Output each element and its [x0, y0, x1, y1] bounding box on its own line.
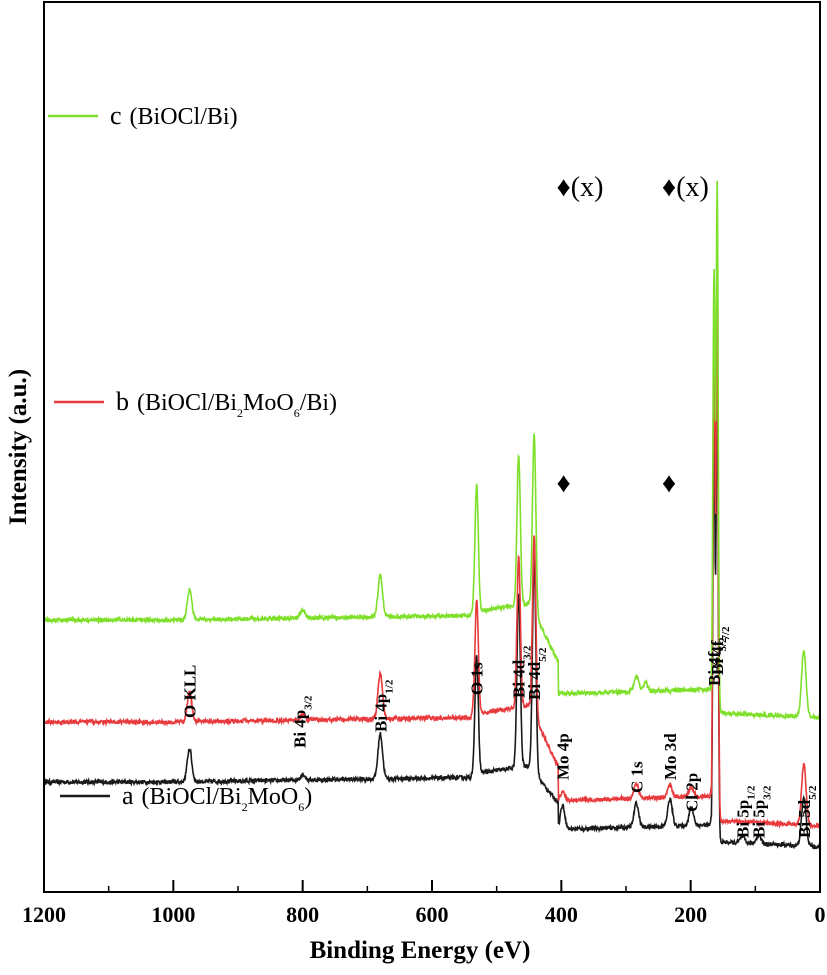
- x-tick-label: 1200: [22, 902, 66, 927]
- marker-text: (x): [571, 172, 604, 203]
- marker-b-0: ♦: [557, 468, 571, 499]
- legend-text-part: /Bi): [300, 390, 337, 416]
- peak-label-main: Bi 4d: [525, 661, 544, 700]
- x-axis-ticks: 1200 1000 800 600 400 200 0: [22, 880, 826, 927]
- legend-text-part: (BiOCl/Bi: [137, 390, 237, 416]
- peak-label-main: Cl 2p: [682, 773, 701, 812]
- legend-text-part: (BiOCl/Bi): [130, 104, 238, 130]
- peak-label-main: Bi 4p: [290, 710, 309, 748]
- peak-label: Bi 4f5/2: [705, 637, 729, 686]
- legend-text-part: MoO: [243, 390, 294, 416]
- x-tick-label: 200: [674, 902, 707, 927]
- peak-label-main: Bi 4d: [510, 659, 529, 698]
- peak-label: C 1s: [627, 761, 646, 793]
- peak-label-main: Mo 3d: [661, 733, 680, 780]
- x-tick-label: 0: [815, 902, 826, 927]
- legend-letter: a: [122, 781, 134, 810]
- peak-label: Bi 5d5/2: [795, 785, 819, 838]
- legend-letter: b: [116, 387, 129, 416]
- peak-label-subscript: 1/2: [745, 785, 757, 800]
- peak-label: Bi 4p3/2: [290, 695, 314, 748]
- peak-label: Bi 4f7/2: [708, 626, 732, 675]
- y-axis-title: Intensity (a.u.): [5, 369, 32, 525]
- diamond-icon: ♦: [557, 468, 571, 499]
- legend-text-part: MoO: [248, 784, 299, 810]
- peak-label-subscript: 1/2: [383, 679, 395, 694]
- legend-subscript: 6: [298, 800, 304, 814]
- peak-label-main: Bi 4f: [705, 651, 724, 686]
- spectrum-curves: [43, 180, 821, 850]
- x-tick-label: 1000: [151, 902, 195, 927]
- diamond-icon: ♦: [557, 172, 571, 203]
- marker-text: (x): [676, 172, 709, 203]
- peak-label-main: Bi 5d: [795, 799, 814, 838]
- peak-label: Bi 5p1/2: [733, 785, 757, 838]
- series-b-line: [43, 284, 821, 831]
- x-tick-label: 400: [545, 902, 578, 927]
- peak-label-subscript: 5/2: [537, 647, 549, 662]
- x-axis-title: Binding Energy (eV): [310, 937, 531, 964]
- marker-c-0: ♦(x): [557, 172, 604, 203]
- marker-b-1: ♦: [662, 468, 676, 499]
- peak-label-main: Bi 4p: [371, 694, 390, 732]
- peak-label: Bi 4p1/2: [371, 679, 395, 732]
- peak-label-subscript: 7/2: [720, 626, 732, 641]
- x-tick-label: 600: [416, 902, 449, 927]
- peak-label-subscript: 3/2: [762, 785, 774, 800]
- peak-label-main: C 1s: [627, 761, 646, 793]
- annotations: a (BiOCl/Bi2MoO6)b (BiOCl/Bi2MoO6/Bi)♦ ♦c (B…: [48, 101, 819, 838]
- legend-letter: c: [110, 101, 122, 130]
- peak-label: Mo 4p: [554, 733, 573, 780]
- peak-label: Mo 3d: [661, 733, 680, 780]
- legend-text-part: (BiOCl/Bi: [142, 784, 242, 810]
- plot-frame: [43, 1, 821, 893]
- marker-c-1: ♦(x): [662, 172, 709, 203]
- legend-text-part: ): [304, 784, 312, 810]
- peak-label: O 1s: [468, 662, 487, 695]
- legend-subscript: 2: [242, 800, 248, 814]
- peak-label-main: O 1s: [468, 662, 487, 695]
- legend-label-b: b (BiOCl/Bi2MoO6/Bi): [116, 387, 337, 420]
- legend-subscript: 2: [237, 406, 243, 420]
- diamond-icon: ♦: [662, 172, 676, 203]
- peak-label: O KLL: [181, 665, 200, 718]
- legend-subscript: 6: [294, 406, 300, 420]
- peak-label: Bi 5p3/2: [750, 785, 774, 838]
- peak-label-subscript: 3/2: [302, 695, 314, 710]
- peak-label-main: Bi 5p: [750, 800, 769, 838]
- peak-label-subscript: 5/2: [807, 785, 819, 800]
- peak-label: Bi 4d5/2: [525, 647, 549, 700]
- peak-label-subscript: 5/2: [717, 637, 729, 652]
- peak-label-subscript: 3/2: [522, 645, 534, 660]
- peak-label-main: O KLL: [181, 665, 200, 718]
- x-tick-label: 800: [286, 902, 319, 927]
- peak-label: Bi 4d3/2: [510, 645, 534, 698]
- peak-label-main: Bi 5p: [733, 800, 752, 838]
- legend-label-a: a (BiOCl/Bi2MoO6): [122, 781, 312, 814]
- peak-label-main: Bi 4f: [708, 640, 727, 675]
- series-a-line: [43, 365, 821, 850]
- peak-label: Cl 2p: [682, 773, 701, 812]
- diamond-icon: ♦: [662, 468, 676, 499]
- legend-label-c: c (BiOCl/Bi): [110, 101, 238, 130]
- peak-label-main: Mo 4p: [554, 733, 573, 780]
- series-c-line: [43, 180, 821, 721]
